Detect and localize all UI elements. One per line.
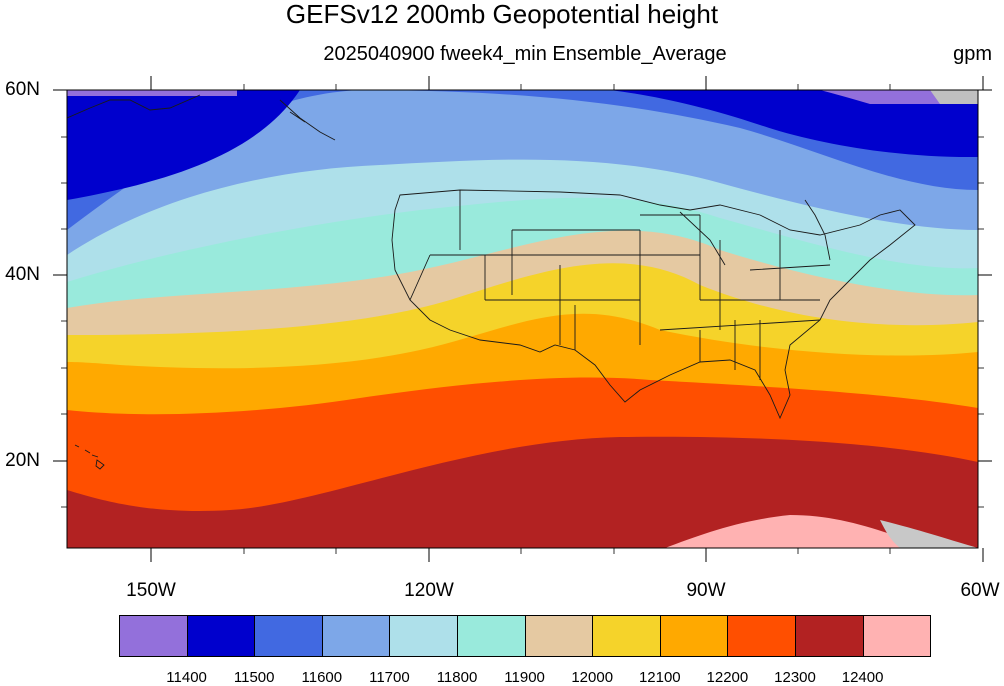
band-11600: [67, 90, 978, 230]
colorbar-tick-label: 11900: [504, 669, 545, 686]
band-11400-west: [67, 90, 237, 96]
colorbar-tick-label: 11500: [233, 669, 275, 686]
us-outline: [391, 189, 916, 420]
colorbar-tick-label: 11700: [369, 669, 410, 686]
contour-fill: [67, 90, 978, 548]
hawaii-islands: [74, 444, 105, 470]
colorbar-tick-label: 12000: [571, 669, 614, 686]
colorbar-tick-label: 12300: [774, 669, 816, 686]
colorbar-tick-label: 11400: [166, 669, 207, 686]
lon-label-150w: 150W: [126, 580, 176, 601]
colorbar-swatch: [119, 615, 188, 657]
colorbar-swatch: [862, 615, 932, 657]
band-11700: [67, 90, 978, 255]
map-subtitle: 2025040900 fweek4_min Ensemble_Average: [323, 43, 727, 65]
colorbar-tick-label: 11600: [301, 669, 343, 686]
axis-ticks: [53, 76, 992, 562]
colorbar-swatch: [659, 615, 729, 657]
missing-data-south: [880, 520, 978, 548]
colorbar-swatch: [186, 615, 256, 657]
map-frame: [66, 89, 979, 549]
colorbar-swatch: [795, 615, 864, 657]
colorbar-tick-label: 11800: [436, 669, 478, 686]
lat-label-40n: 40N: [5, 264, 40, 285]
lon-label-60w: 60W: [960, 580, 1000, 601]
colorbar-tick-label: 12100: [638, 669, 681, 686]
lon-label-90w: 90W: [686, 580, 726, 601]
band-11500: [67, 90, 300, 200]
band-12400: [665, 515, 930, 548]
colorbar-swatch: [592, 615, 661, 657]
colorbar-swatch: [389, 615, 458, 657]
colorbar-swatch: [321, 615, 391, 657]
lat-label-60n: 60N: [5, 79, 40, 100]
units-label: gpm: [953, 43, 992, 65]
colorbar-tick-label: 12200: [706, 669, 749, 686]
colorbar-swatch: [457, 615, 526, 657]
colorbar-swatch: [254, 615, 323, 657]
missing-data: [930, 90, 978, 104]
alaska-coast: [67, 94, 336, 141]
lon-label-120w: 120W: [404, 580, 454, 601]
lat-label-20n: 20N: [5, 450, 40, 471]
band-11500-east: [610, 90, 978, 158]
colorbar-swatch: [524, 615, 594, 657]
map-title: GEFSv12 200mb Geopotential height: [285, 0, 719, 29]
colorbar-swatch: [727, 615, 796, 657]
colorbar-tick-label: 12400: [841, 669, 884, 686]
